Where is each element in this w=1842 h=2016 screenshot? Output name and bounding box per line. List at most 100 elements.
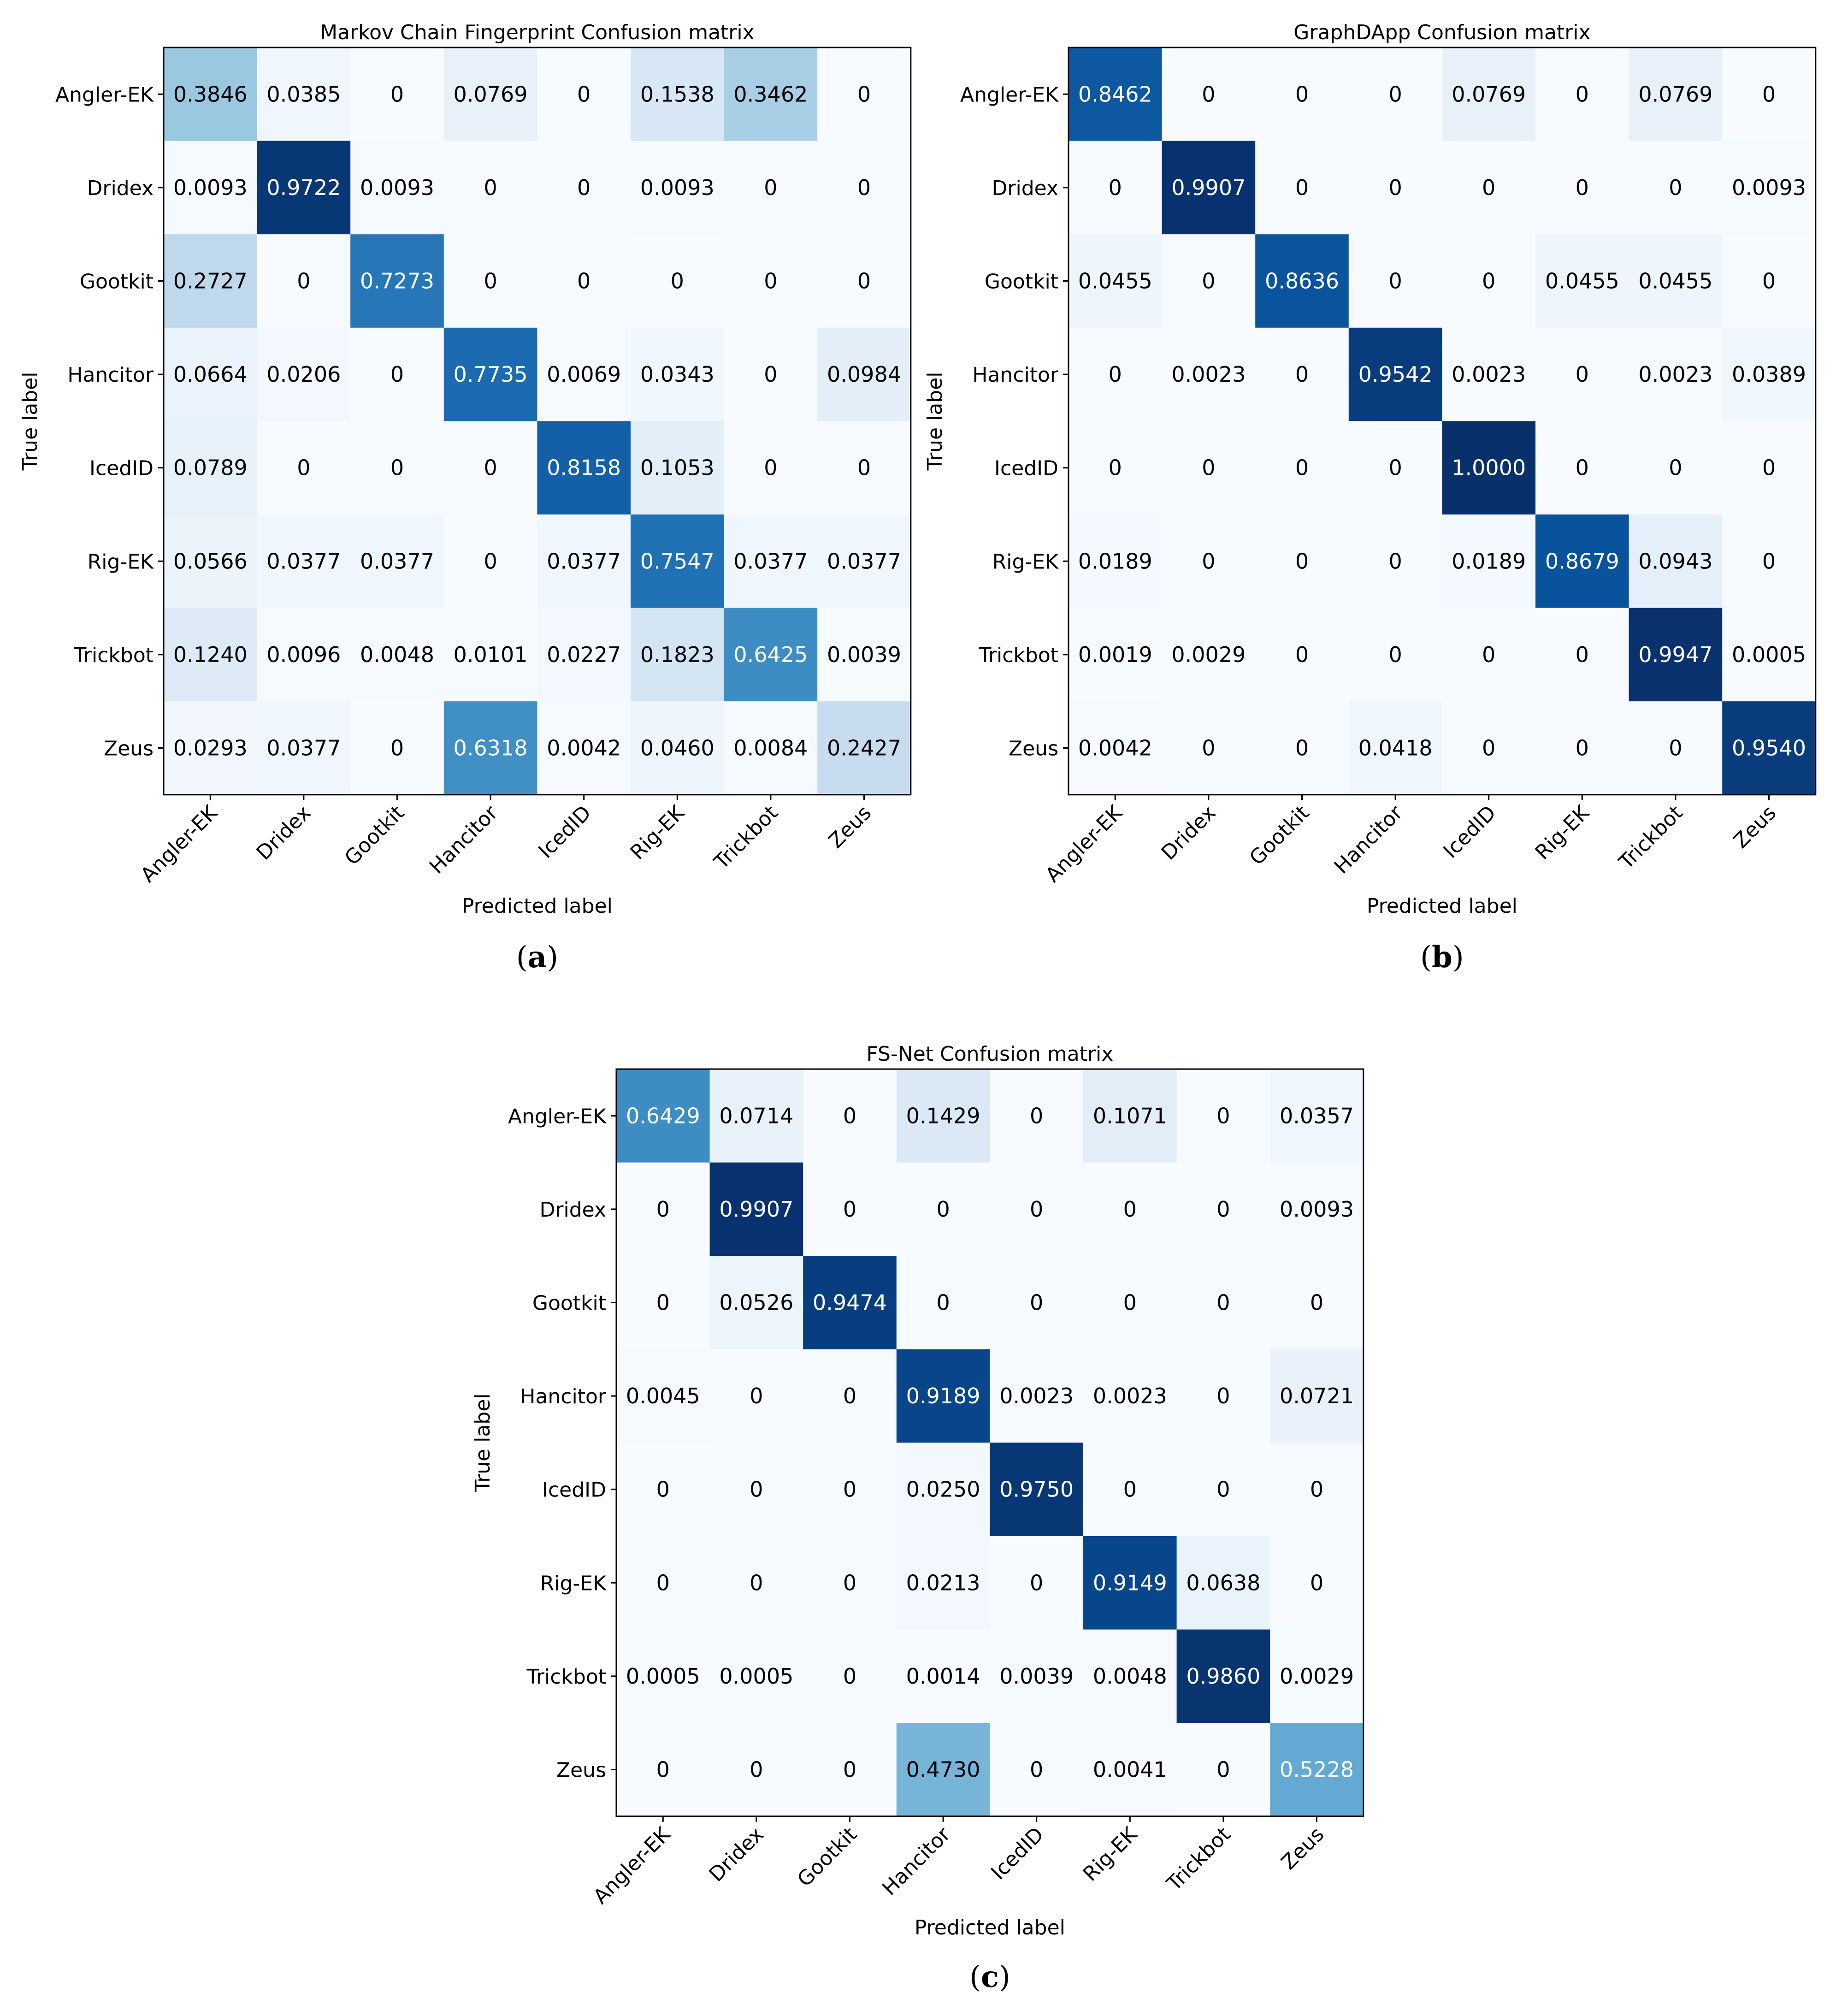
heatmap-cell — [537, 327, 631, 421]
cell-value-label: 0.1240 — [173, 642, 248, 667]
y-tick-label: Dridex — [540, 1198, 606, 1222]
y-tick-label: Zeus — [1009, 737, 1058, 761]
cell-value-label: 0 — [1762, 82, 1776, 106]
cell-value-label: 0.9474 — [813, 1290, 887, 1315]
heatmap-cell — [1442, 47, 1536, 142]
cell-value-label: 0.0041 — [1093, 1757, 1167, 1782]
cell-value-label: 0.0769 — [454, 82, 528, 106]
cell-value-label: 0.0357 — [1280, 1103, 1354, 1128]
heatmap-cell — [443, 141, 537, 235]
heatmap-cell — [257, 47, 351, 142]
heatmap-cell — [803, 1069, 897, 1163]
heatmap-cell — [443, 421, 537, 515]
heatmap-cell — [817, 141, 911, 235]
heatmap-cell — [443, 327, 537, 421]
heatmap-cell — [896, 1723, 990, 1817]
cell-value-label: 0.1071 — [1093, 1103, 1167, 1128]
cell-value-label: 0 — [1482, 642, 1495, 667]
cell-value-label: 0 — [764, 175, 777, 200]
cell-value-label: 0 — [390, 455, 404, 480]
cell-value-label: 0.0005 — [1732, 642, 1806, 667]
cell-value-label: 0.0526 — [719, 1290, 793, 1315]
heatmap-cell — [990, 1629, 1084, 1723]
y-tick-label: Gootkit — [532, 1292, 606, 1315]
cell-value-label: 0 — [390, 736, 404, 761]
heatmap-cell — [1176, 1256, 1270, 1350]
heatmap-cell — [803, 1536, 897, 1630]
heatmap-cell — [896, 1443, 990, 1537]
cell-value-label: 0.0455 — [1545, 269, 1619, 294]
cell-value-label: 0.0042 — [547, 736, 621, 761]
cell-value-label: 0.0377 — [266, 736, 341, 761]
x-tick-label: IcedID — [1439, 801, 1500, 863]
cell-value-label: 0 — [1202, 736, 1215, 761]
heatmap-cell — [443, 701, 537, 795]
x-tick-label: Trickbot — [709, 801, 783, 875]
x-tick-label: Dridex — [1157, 801, 1220, 865]
heatmap-cell — [896, 1256, 990, 1350]
heatmap-cell — [1442, 514, 1536, 609]
heatmap-cell — [817, 234, 911, 328]
cell-value-label: 0 — [297, 269, 310, 294]
heatmap-cell — [631, 701, 725, 795]
heatmap-cell — [1069, 141, 1163, 235]
cell-value-label: 0 — [1388, 269, 1402, 294]
plot-frame — [163, 47, 912, 796]
heatmap-cell — [990, 1069, 1084, 1163]
cell-value-label: 0.1538 — [640, 82, 714, 106]
cell-value-label: 0 — [857, 455, 871, 480]
heatmap-cell — [1442, 141, 1536, 235]
heatmap-cell — [1348, 701, 1442, 795]
heatmap-cell — [724, 514, 818, 609]
cell-value-label: 0 — [750, 1383, 763, 1408]
cell-value-label: 0 — [390, 82, 404, 106]
heatmap-cell — [896, 1349, 990, 1443]
heatmap-cell — [631, 514, 725, 609]
heatmap-cell — [1069, 47, 1163, 142]
heatmap-cell — [709, 1349, 803, 1443]
heatmap-cell — [631, 327, 725, 421]
heatmap-cell — [1069, 514, 1163, 609]
cell-value-label: 0 — [656, 1757, 670, 1782]
cell-value-label: 0 — [1576, 455, 1589, 480]
heatmap-cell — [1348, 421, 1442, 515]
x-tick-label: Trickbot — [1614, 801, 1688, 875]
heatmap-cell — [1083, 1256, 1177, 1350]
x-tick-label: Angler-EK — [589, 1822, 675, 1909]
cell-value-label: 0 — [1388, 455, 1402, 480]
heatmap-cell — [616, 1723, 710, 1817]
heatmap-cell — [616, 1443, 710, 1537]
heatmap-cell — [257, 514, 351, 609]
heatmap-cell — [1442, 608, 1536, 702]
y-tick-label: IcedID — [994, 457, 1058, 480]
cell-value-label: 0.8158 — [547, 455, 621, 480]
cell-value-label: 0 — [1123, 1477, 1137, 1502]
heatmap-cell — [1442, 234, 1536, 328]
cell-value-label: 0.9542 — [1358, 362, 1433, 387]
heatmap-cell — [1255, 514, 1349, 609]
heatmap-cell — [896, 1629, 990, 1723]
heatmap-cell — [709, 1723, 803, 1817]
cell-value-label: 0.9750 — [999, 1477, 1074, 1502]
heatmap-cell — [1083, 1629, 1177, 1723]
panel-a: Markov Chain Fingerprint Confusion matri… — [18, 21, 912, 975]
heatmap-cell — [164, 608, 258, 702]
y-tick-label: Dridex — [992, 177, 1058, 200]
heatmap-cell — [1255, 234, 1349, 328]
cell-value-label: 0.0721 — [1280, 1383, 1354, 1408]
heatmap-cell — [164, 47, 258, 142]
cell-value-label: 0 — [843, 1197, 856, 1222]
cell-value-label: 0.0096 — [266, 642, 341, 667]
heatmap-cell — [1083, 1162, 1177, 1256]
cell-value-label: 0.0789 — [173, 455, 248, 480]
heatmap-cell — [1176, 1069, 1270, 1163]
cell-value-label: 0 — [1295, 82, 1309, 106]
cell-value-label: 0.6425 — [733, 642, 808, 667]
heatmap-cell — [1176, 1349, 1270, 1443]
cell-value-label: 0 — [1482, 736, 1495, 761]
cell-value-label: 0 — [843, 1664, 856, 1689]
heatmap-cell — [990, 1723, 1084, 1817]
heatmap-cell — [990, 1443, 1084, 1537]
heatmap-cell — [1083, 1349, 1177, 1443]
panel-b: GraphDApp Confusion matrix 0.8462 0 0 0 0.076… — [923, 21, 1817, 975]
